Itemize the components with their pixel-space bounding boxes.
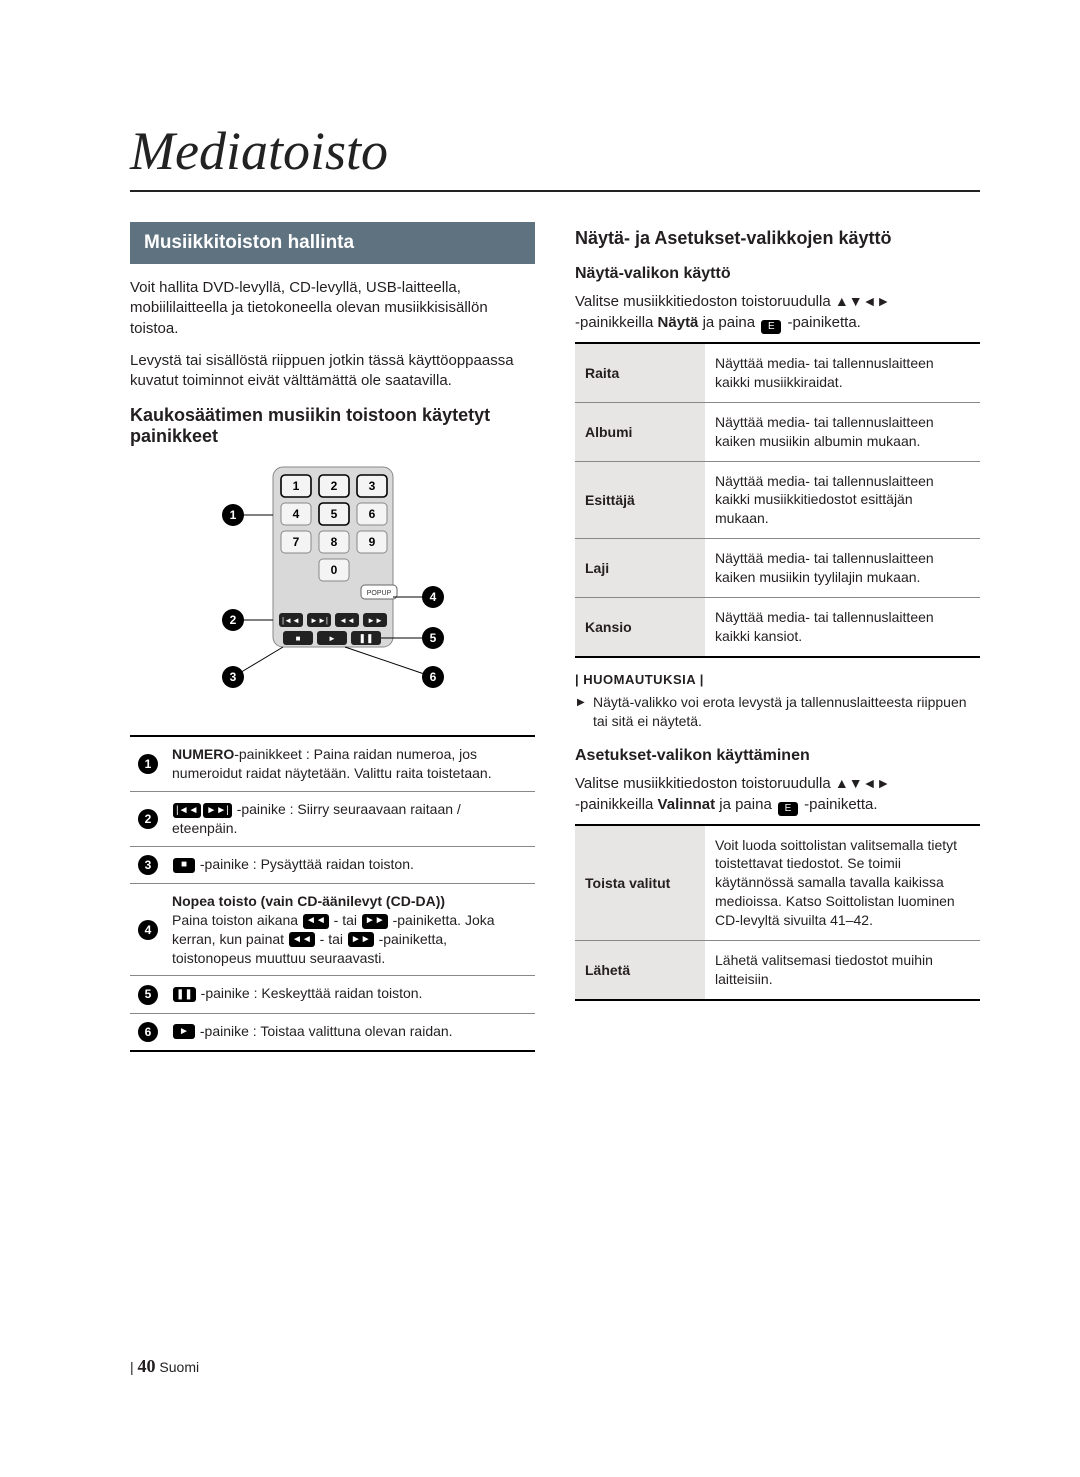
table-row: AlbumiNäyttää media- tai tallennuslaitte… [575,402,980,461]
row-value: Näyttää media- tai tallennuslaitteen kai… [705,343,980,402]
svg-text:5: 5 [429,631,436,645]
svg-text:►►|: ►►| [310,616,328,625]
note-item: Näytä-valikko voi erota levystä ja talle… [575,693,980,731]
row-value: Lähetä valitsemasi tiedostot muihin lait… [705,941,980,1000]
row-value: Voit luoda soittolistan valitsemalla tie… [705,825,980,941]
row-key: Kansio [575,598,705,657]
control-description: ► -painike : Toistaa valittuna olevan ra… [166,1013,535,1051]
right-heading: Näytä- ja Asetukset-valikkojen käyttö [575,228,980,249]
section-heading: Musiikkitoiston hallinta [130,222,535,264]
svg-text:►►: ►► [367,616,383,625]
remote-diagram: 1 2 3 4 5 6 7 8 9 0 POPUP |◄◄ ►►| ◄◄ ►► [130,457,535,717]
callout-number: 6 [138,1022,158,1042]
svg-text:1: 1 [229,508,236,522]
view-menu-instruction: Valitse musiikkitiedoston toistoruudulla… [575,291,980,334]
row-key: Laji [575,539,705,598]
svg-text:❚❚: ❚❚ [358,633,373,644]
svg-text:4: 4 [429,590,436,604]
enter-icon: E [761,320,781,334]
callout-number: 4 [138,920,158,940]
page-footer: | 40 Suomi [130,1356,199,1377]
row-key: Raita [575,343,705,402]
svg-text:■: ■ [295,634,300,643]
table-row: LajiNäyttää media- tai tallennuslaitteen… [575,539,980,598]
view-menu-heading: Näytä-valikon käyttö [575,265,980,283]
control-description: ❚❚ -painike : Keskeyttää raidan toiston. [166,976,535,1013]
table-row: RaitaNäyttää media- tai tallennuslaittee… [575,343,980,402]
table-row: LähetäLähetä valitsemasi tiedostot muihi… [575,941,980,1000]
page-title: Mediatoisto [130,120,980,192]
callout-number: 2 [138,809,158,829]
svg-text:►: ► [328,634,336,643]
table-row: EsittäjäNäyttää media- tai tallennuslait… [575,461,980,539]
svg-text:5: 5 [330,507,337,521]
svg-text:◄◄: ◄◄ [339,616,355,625]
callout-number: 5 [138,985,158,1005]
svg-text:0: 0 [330,563,337,577]
view-menu-table: RaitaNäyttää media- tai tallennuslaittee… [575,342,980,658]
svg-text:7: 7 [292,535,299,549]
table-row: 2 |◄◄►►| -painike : Siirry seuraavaan rai… [130,792,535,847]
table-row: Toista valitutVoit luoda soittolistan va… [575,825,980,941]
control-description: ■ -painike : Pysäyttää raidan toiston. [166,846,535,883]
enter-icon: E [778,802,798,816]
row-key: Albumi [575,402,705,461]
options-menu-instruction: Valitse musiikkitiedoston toistoruudulla… [575,773,980,816]
svg-text:1: 1 [292,479,299,493]
table-row: KansioNäyttää media- tai tallennuslaitte… [575,598,980,657]
svg-text:2: 2 [330,479,337,493]
svg-text:6: 6 [429,670,436,684]
svg-text:POPUP: POPUP [366,590,391,597]
notes-heading: | HUOMAUTUKSIA | [575,672,980,687]
table-row: 4 Nopea toisto (vain CD-äänilevyt (CD-DA)… [130,883,535,976]
svg-text:3: 3 [229,670,236,684]
controls-table: 1 NUMERO-painikkeet : Paina raidan numero… [130,735,535,1051]
intro-paragraph-2: Levystä tai sisällöstä riippuen jotkin t… [130,351,535,392]
svg-text:9: 9 [368,535,375,549]
table-row: 3 ■ -painike : Pysäyttää raidan toiston. [130,846,535,883]
options-menu-table: Toista valitutVoit luoda soittolistan va… [575,824,980,1001]
svg-text:4: 4 [292,507,299,521]
callout-number: 3 [138,855,158,875]
table-row: 1 NUMERO-painikkeet : Paina raidan numero… [130,736,535,791]
table-row: 6 ► -painike : Toistaa valittuna olevan r… [130,1013,535,1051]
row-value: Näyttää media- tai tallennuslaitteen kai… [705,461,980,539]
svg-text:|◄◄: |◄◄ [282,616,300,625]
control-description: Nopea toisto (vain CD-äänilevyt (CD-DA))… [166,883,535,976]
control-description: NUMERO-painikkeet : Paina raidan numeroa… [166,736,535,791]
callout-number: 1 [138,754,158,774]
row-value: Näyttää media- tai tallennuslaitteen kai… [705,402,980,461]
options-menu-heading: Asetukset-valikon käyttäminen [575,747,980,765]
intro-paragraph-1: Voit hallita DVD-levyllä, CD-levyllä, US… [130,278,535,339]
svg-text:3: 3 [368,479,375,493]
remote-heading: Kaukosäätimen musiikin toistoon käytetyt… [130,405,535,447]
row-key: Toista valitut [575,825,705,941]
row-key: Esittäjä [575,461,705,539]
svg-text:2: 2 [229,613,236,627]
table-row: 5 ❚❚ -painike : Keskeyttää raidan toiston… [130,976,535,1013]
row-value: Näyttää media- tai tallennuslaitteen kai… [705,539,980,598]
row-key: Lähetä [575,941,705,1000]
control-description: |◄◄►►| -painike : Siirry seuraavaan rait… [166,792,535,847]
svg-text:6: 6 [368,507,375,521]
svg-text:8: 8 [330,535,337,549]
row-value: Näyttää media- tai tallennuslaitteen kai… [705,598,980,657]
